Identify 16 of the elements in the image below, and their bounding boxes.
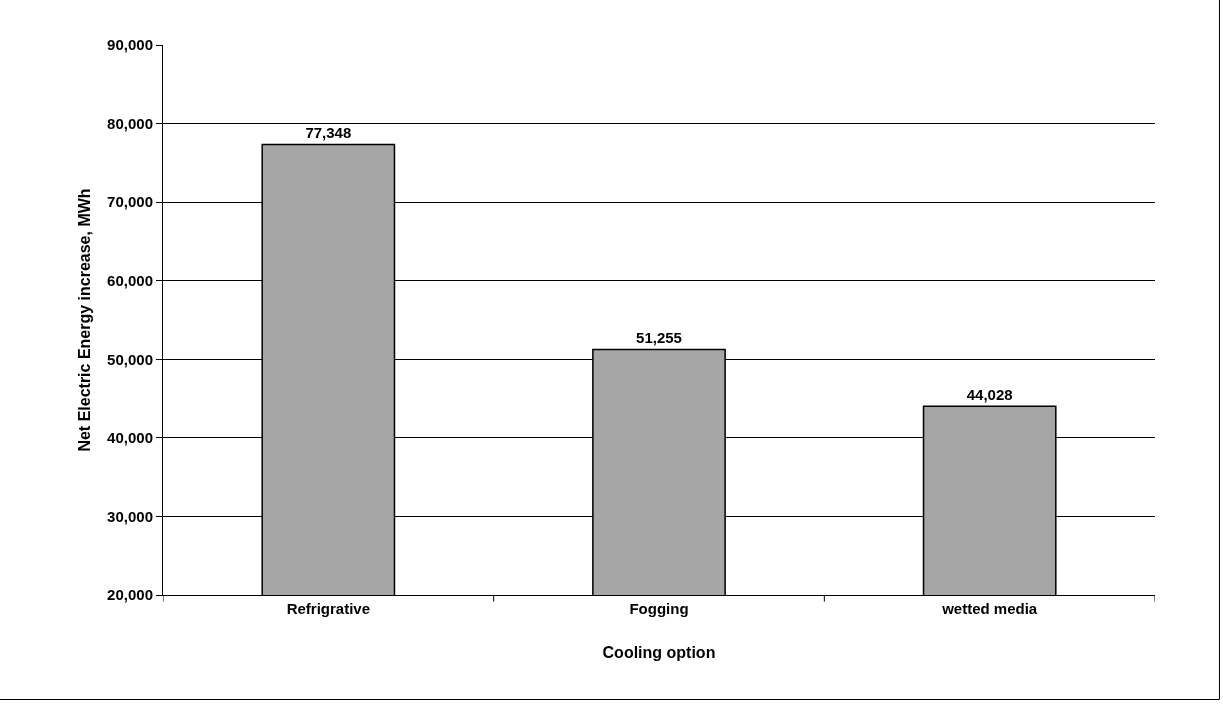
x-tick-label: wetted media bbox=[941, 600, 1038, 617]
y-tick-label: 40,000 bbox=[107, 429, 153, 447]
y-tick-label: 30,000 bbox=[107, 507, 153, 525]
x-axis-title: Cooling option bbox=[602, 643, 716, 661]
data-label: 77,348 bbox=[305, 124, 352, 142]
x-tick-label: Refrigrative bbox=[286, 600, 371, 617]
y-tick-label: 70,000 bbox=[107, 193, 153, 211]
y-tick-label: 90,000 bbox=[107, 36, 153, 54]
data-label: 44,028 bbox=[966, 386, 1013, 404]
y-tick-label: 60,000 bbox=[107, 271, 153, 289]
y-tick-label: 20,000 bbox=[107, 586, 153, 604]
y-tick-label: 50,000 bbox=[107, 350, 153, 368]
data-label: 51,255 bbox=[636, 329, 682, 347]
y-tick-label: 80,000 bbox=[107, 114, 153, 132]
y-axis-title: Net Electric Energy increase, MWh bbox=[76, 188, 94, 452]
x-tick-label: Fogging bbox=[629, 600, 689, 617]
